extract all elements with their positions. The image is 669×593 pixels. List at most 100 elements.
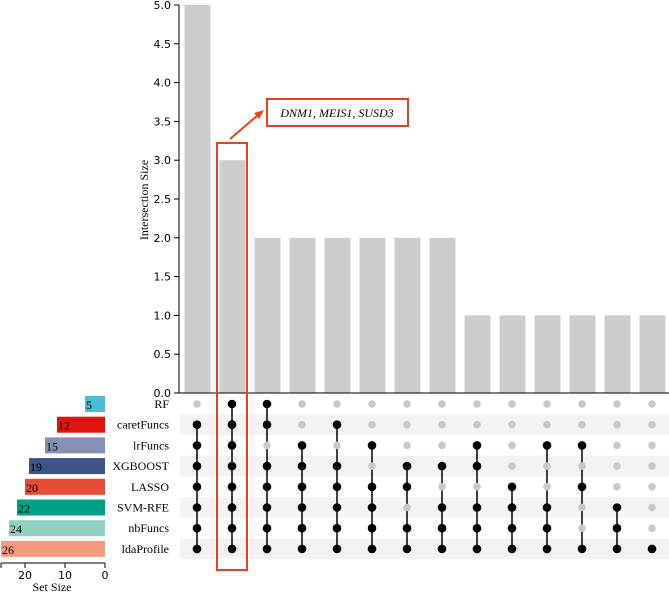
- matrix-dot-active: [402, 461, 412, 471]
- matrix-dot-inactive: [473, 400, 481, 408]
- matrix-row-stripe: [180, 455, 669, 477]
- set-size-bar: [57, 416, 105, 433]
- matrix-dot-active: [367, 503, 377, 512]
- matrix-dot-active: [612, 503, 622, 512]
- set-label: RF: [154, 397, 169, 411]
- matrix-dot-active: [402, 482, 412, 492]
- matrix-dot-active: [367, 482, 377, 492]
- matrix-dot-active: [332, 503, 342, 512]
- matrix-dot-inactive: [578, 400, 586, 408]
- matrix-dot-inactive: [613, 400, 621, 408]
- set-label: SVM-RFE: [117, 501, 169, 515]
- intersection-bar: [394, 237, 421, 393]
- matrix-dot-active: [192, 441, 202, 450]
- matrix-dot-inactive: [543, 420, 551, 429]
- matrix-dot-inactive: [578, 420, 586, 429]
- matrix-dot-active: [297, 441, 307, 450]
- matrix-dot-active: [542, 544, 552, 554]
- matrix-dot-active: [437, 544, 447, 554]
- annotation-box: [266, 98, 409, 127]
- matrix-dot-active: [227, 482, 237, 492]
- matrix-dot-active: [262, 399, 272, 409]
- matrix-dot-inactive: [648, 400, 656, 408]
- matrix-dot-inactive: [333, 400, 341, 408]
- matrix-row-stripe: [180, 497, 669, 518]
- set-size-axis-label: Set Size: [33, 580, 72, 593]
- matrix-dot-active: [507, 544, 517, 554]
- set-label: lrFuncs: [133, 438, 169, 452]
- matrix-dot-inactive: [613, 420, 621, 429]
- matrix-dot-active: [262, 544, 272, 554]
- set-size-value: 5: [86, 398, 92, 412]
- matrix-dot-active: [472, 441, 482, 450]
- matrix-dot-active: [507, 523, 517, 533]
- matrix-dot-active: [402, 523, 412, 533]
- matrix-dot-inactive: [648, 441, 656, 450]
- matrix-dot-inactive: [613, 441, 621, 450]
- matrix-dot-inactive: [508, 400, 516, 408]
- matrix-dot-inactive: [543, 483, 551, 491]
- matrix-dot-active: [262, 503, 272, 512]
- matrix-dot-inactive: [648, 462, 656, 470]
- set-size-value: 22: [18, 502, 30, 516]
- matrix-dot-active: [227, 523, 237, 533]
- matrix-dot-inactive: [298, 400, 306, 408]
- set-size-value: 20: [26, 481, 38, 495]
- matrix-dot-inactive: [403, 400, 411, 408]
- set-size-bar: [25, 478, 105, 495]
- annotation-arrow-line: [229, 114, 259, 140]
- matrix-dot-inactive: [508, 462, 516, 470]
- matrix-dot-active: [297, 523, 307, 533]
- set-size-value: 24: [10, 522, 22, 536]
- matrix-dot-inactive: [578, 524, 586, 532]
- matrix-dot-inactive: [438, 400, 446, 408]
- matrix-dot-inactive: [648, 420, 656, 429]
- matrix-dot-active: [332, 420, 342, 430]
- set-label: LASSO: [131, 480, 169, 494]
- matrix-dot-inactive: [368, 462, 376, 470]
- intersection-bar: [219, 160, 246, 393]
- matrix-dot-active: [192, 523, 202, 533]
- set-size-value: 12: [58, 419, 70, 433]
- matrix-dot-active: [332, 523, 342, 533]
- matrix-dot-inactive: [403, 420, 411, 429]
- matrix-dot-active: [577, 544, 587, 554]
- matrix-dot-active: [332, 461, 342, 471]
- matrix-dot-active: [192, 544, 202, 554]
- y-tick-label: 0.5: [154, 348, 172, 361]
- matrix-dot-active: [192, 482, 202, 492]
- set-size-bar: [85, 396, 105, 412]
- matrix-dot-inactive: [648, 483, 656, 491]
- matrix-dot-active: [227, 503, 237, 512]
- intersection-bar: [534, 315, 561, 393]
- intersection-bar: [639, 315, 666, 393]
- matrix-row-stripe: [180, 538, 669, 560]
- matrix-dot-active: [262, 482, 272, 492]
- matrix-dot-active: [297, 461, 307, 471]
- matrix-dot-inactive: [193, 400, 201, 408]
- matrix-dot-inactive: [263, 441, 271, 450]
- set-label: caretFuncs: [117, 418, 169, 432]
- matrix-dot-inactive: [333, 441, 341, 450]
- set-size-tick-label: 10: [58, 569, 72, 582]
- matrix-dot-active: [227, 461, 237, 471]
- intersection-bar: [324, 237, 351, 393]
- matrix-dot-inactive: [368, 400, 376, 408]
- matrix-dot-active: [437, 523, 447, 533]
- matrix-dot-active: [472, 544, 482, 554]
- matrix-dot-inactive: [298, 420, 306, 429]
- set-size-bar: [9, 520, 105, 537]
- matrix-dot-active: [542, 503, 552, 512]
- highlight-box: [216, 142, 248, 571]
- matrix-dot-inactive: [578, 503, 586, 512]
- matrix-dot-inactive: [403, 503, 411, 512]
- y-tick-label: 5.0: [154, 0, 172, 12]
- matrix-dot-active: [472, 503, 482, 512]
- matrix-dot-inactive: [613, 483, 621, 491]
- y-tick-label: 2.5: [154, 193, 172, 206]
- annotation-arrow-head: [254, 110, 264, 119]
- matrix-dot-active: [227, 441, 237, 450]
- set-size-value: 19: [30, 460, 42, 474]
- matrix-dot-active: [402, 544, 412, 554]
